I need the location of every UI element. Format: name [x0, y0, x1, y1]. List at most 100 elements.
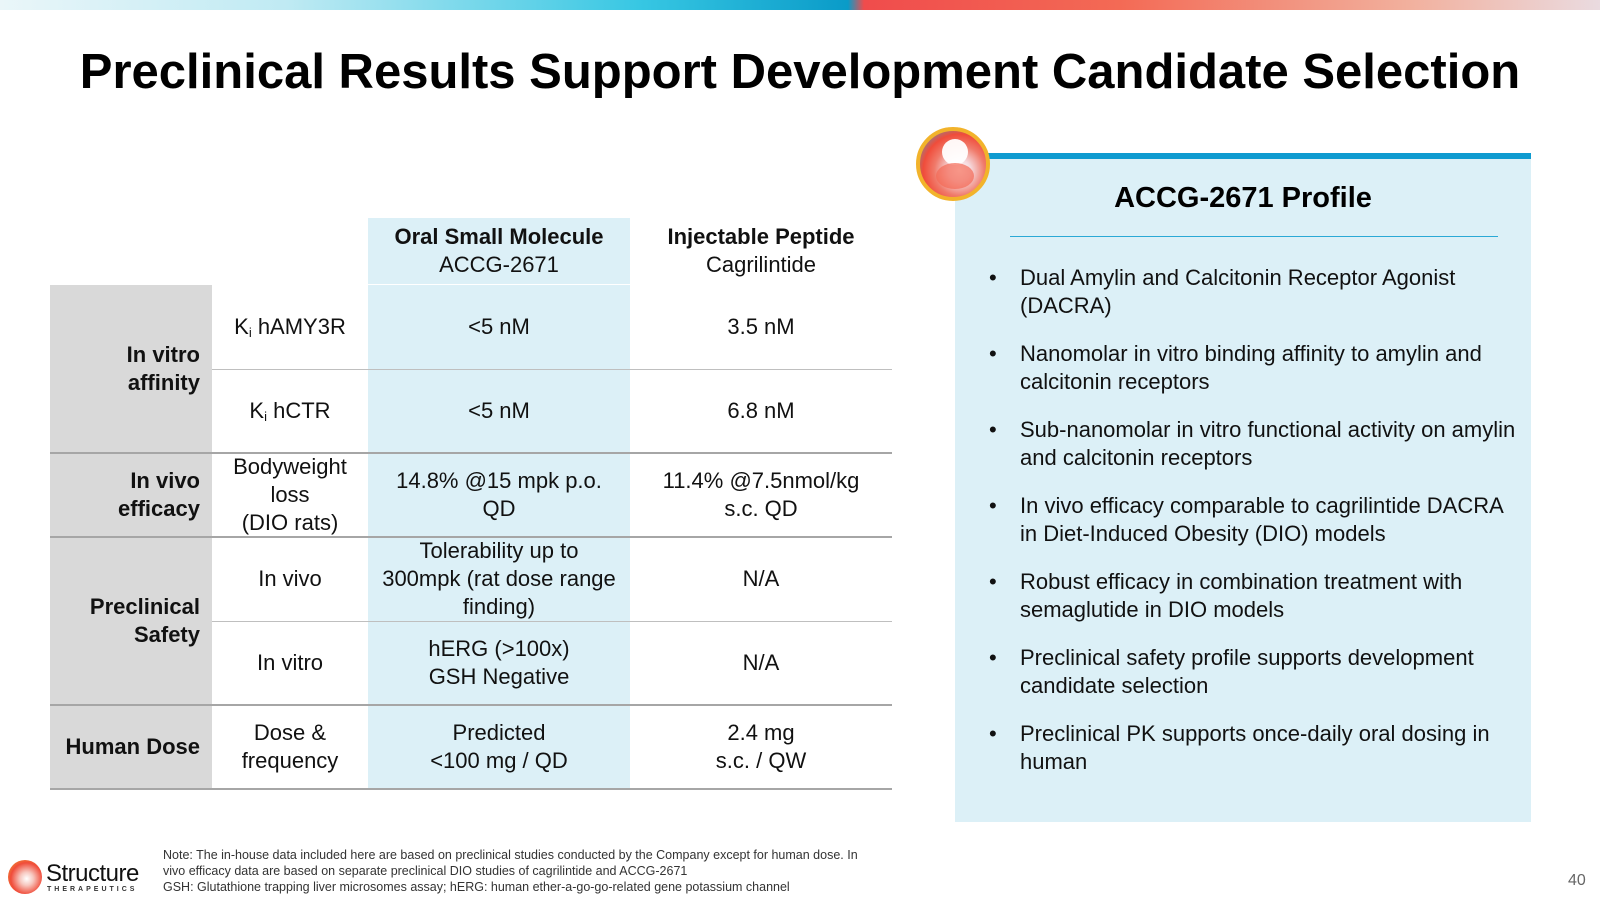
value-line: Predicted [452, 720, 546, 745]
param-line: In vitro [256, 650, 324, 675]
profile-bullet-list: • Dual Amylin and Calcitonin Receptor Ago… [985, 264, 1525, 796]
value-line: <5 nM [468, 398, 530, 423]
row-divider [212, 621, 892, 622]
value-line: s.c. / QW [715, 748, 807, 773]
bullet-text: Robust efficacy in combination treatment… [1020, 569, 1463, 622]
param-line: Dose & [253, 720, 327, 745]
oral-value-safety-in-vitro: hERG (>100x) GSH Negative [368, 621, 630, 705]
category-line: efficacy [118, 496, 200, 521]
header-oral-title: Oral Small Molecule [394, 224, 604, 249]
inj-value-safety-in-vitro: N/A [630, 621, 892, 705]
footnote-line: vivo efficacy data are based on separate… [163, 864, 688, 878]
param-suffix: hCTR [267, 398, 331, 423]
param-text: Ki hCTR [249, 397, 330, 425]
oral-value-hamy3r: <5 nM [368, 285, 630, 369]
inj-value-safety-in-vivo: N/A [630, 537, 892, 621]
param-line: (DIO rats) [241, 510, 339, 535]
profile-title: ACCG-2671 Profile [1114, 182, 1372, 214]
list-item: • Preclinical safety profile supports dev… [985, 644, 1525, 700]
list-item: • Dual Amylin and Calcitonin Receptor Ago… [985, 264, 1525, 320]
param-subscript: i [264, 409, 267, 424]
structure-logo-icon [916, 127, 990, 201]
oral-value-bodyweight: 14.8% @15 mpk p.o. QD [368, 453, 630, 537]
bullet-icon: • [989, 265, 997, 290]
value-line: 11.4% @7.5nmol/kg [662, 468, 860, 493]
bullet-icon: • [989, 645, 997, 670]
inj-value-bodyweight: 11.4% @7.5nmol/kg s.c. QD [630, 453, 892, 537]
value-line: N/A [742, 650, 780, 675]
row-divider [50, 536, 892, 538]
bullet-icon: • [989, 721, 997, 746]
inj-value-human-dose: 2.4 mg s.c. / QW [630, 705, 892, 789]
value-line: s.c. QD [724, 496, 798, 521]
bullet-icon: • [989, 569, 997, 594]
bullet-text: Nanomolar in vitro binding affinity to a… [1020, 341, 1482, 394]
list-item: • Preclinical PK supports once-daily oral… [985, 720, 1525, 776]
logo-highlight [942, 139, 968, 165]
category-preclinical-safety: Preclinical Safety [50, 537, 212, 705]
bullet-icon: • [989, 341, 997, 366]
param-in-vitro: In vitro [212, 621, 368, 705]
footer-brand-name: Structure [46, 860, 139, 887]
param-line: In vivo [258, 566, 322, 591]
header-oral-subtitle: ACCG-2671 [439, 252, 559, 277]
page-number: 40 [1568, 872, 1586, 889]
value-line: Tolerability up to [419, 538, 579, 563]
category-line: Human Dose [65, 734, 200, 759]
value-line: <5 nM [468, 314, 530, 339]
param-in-vivo: In vivo [212, 537, 368, 621]
bullet-text: Dual Amylin and Calcitonin Receptor Agon… [1020, 265, 1456, 318]
oral-value-safety-in-vivo: Tolerability up to 300mpk (rat dose rang… [368, 537, 630, 621]
footer-logo-icon [8, 860, 42, 894]
footer-brand-subtitle: THERAPEUTICS [47, 886, 138, 893]
bullet-icon: • [989, 493, 997, 518]
value-line: hERG (>100x) [428, 636, 570, 661]
value-line: 300mpk (rat dose range [382, 566, 616, 591]
profile-panel-accent-line [985, 153, 1531, 159]
header-injectable-subtitle: Cagrilintide [705, 252, 817, 277]
param-dose-frequency: Dose & frequency [212, 705, 368, 789]
bullet-text: Sub-nanomolar in vitro functional activi… [1020, 417, 1516, 470]
param-ki-hctr: Ki hCTR [212, 369, 368, 453]
param-prefix: K [249, 398, 265, 423]
param-line: loss [270, 482, 310, 507]
profile-panel [955, 155, 1531, 822]
profile-title-rule [1010, 236, 1498, 237]
category-human-dose: Human Dose [50, 705, 212, 789]
header-injectable: Injectable Peptide Cagrilintide [630, 218, 892, 284]
oral-value-human-dose: Predicted <100 mg / QD [368, 705, 630, 789]
param-line: Bodyweight [233, 454, 347, 479]
param-suffix: hAMY3R [251, 314, 346, 339]
param-ki-hamy3r: Ki hAMY3R [212, 285, 368, 369]
footnote-line: Note: The in-house data included here ar… [163, 848, 858, 862]
row-divider [50, 788, 892, 790]
category-in-vivo-efficacy: In vivo efficacy [50, 453, 212, 537]
header-injectable-title: Injectable Peptide [667, 224, 855, 249]
value-line: <100 mg / QD [430, 748, 568, 773]
value-line: finding) [462, 594, 536, 619]
param-subscript: i [248, 325, 252, 340]
list-item: • Sub-nanomolar in vitro functional activ… [985, 416, 1525, 472]
bullet-text: Preclinical PK supports once-daily oral … [1020, 721, 1490, 774]
param-line: frequency [241, 748, 339, 773]
param-bodyweight-loss: Bodyweight loss (DIO rats) [212, 453, 368, 537]
row-divider [50, 704, 892, 706]
logo-swirl [936, 163, 974, 189]
category-line: Preclinical [89, 594, 200, 619]
value-line: N/A [742, 566, 780, 591]
list-item: • Nanomolar in vitro binding affinity to … [985, 340, 1525, 396]
oral-value-hctr: <5 nM [368, 369, 630, 453]
category-line: Safety [133, 622, 200, 647]
bullet-icon: • [989, 417, 997, 442]
inj-value-hctr: 6.8 nM [630, 369, 892, 453]
category-in-vitro-affinity: In vitro affinity [50, 285, 212, 453]
category-line: In vitro [126, 342, 200, 367]
param-prefix: K [234, 314, 249, 339]
inj-value-hamy3r: 3.5 nM [630, 285, 892, 369]
category-line: In vivo [130, 468, 200, 493]
value-line: 2.4 mg [727, 720, 795, 745]
list-item: • Robust efficacy in combination treatmen… [985, 568, 1525, 624]
value-line: 3.5 nM [727, 314, 795, 339]
bullet-text: Preclinical safety profile supports deve… [1020, 645, 1474, 698]
value-line: QD [482, 496, 516, 521]
